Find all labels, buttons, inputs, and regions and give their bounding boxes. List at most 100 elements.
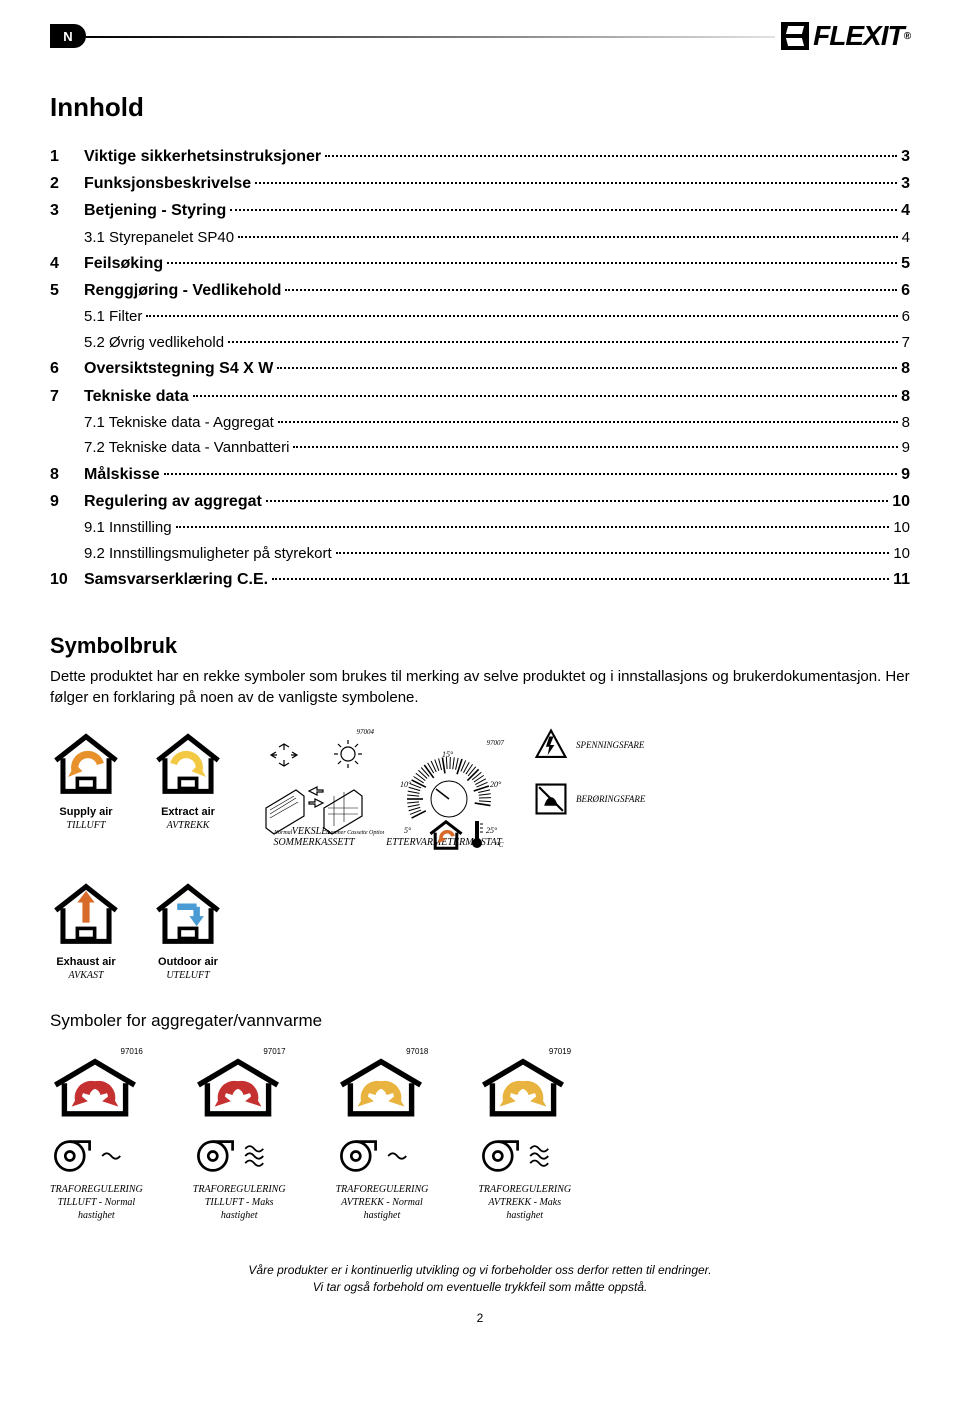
toc-label: 9.2 Innstillingsmuligheter på styrekort [84,541,332,567]
brand-logo: FLEXIT® [775,20,910,52]
toc-row: 5.2 Øvrig vedlikehold 7 [50,330,910,356]
toc-page: 7 [902,330,910,356]
toc-row: 6Oversiktstegning S4 X W8 [50,355,910,382]
toc-label: Betjening - Styring [84,197,226,224]
toc-dots [293,446,897,448]
extract-italic: AVTREKK [167,820,210,831]
toc-page: 10 [892,488,910,515]
svg-text:Normal: Normal [273,830,293,836]
toc-row: 8Målskisse9 [50,461,910,488]
page-header: N FLEXIT® [50,20,910,52]
table-of-contents: 1Viktige sikkerhetsinstruksjoner32Funksj… [50,143,910,593]
toc-title: Innhold [50,92,910,123]
supply-air-icon: Supply air TILLUFT [50,728,122,831]
toc-label: Renggjøring - Vedlikehold [84,277,281,304]
toc-row: 10Samsvarserklæring C.E. 11 [50,566,910,593]
toc-num: 5 [50,277,84,304]
toc-row: 1Viktige sikkerhetsinstruksjoner 3 [50,143,910,170]
exhaust-italic: AVKAST [68,970,103,981]
toc-row: 7.2 Tekniske data - Vannbatteri9 [50,435,910,461]
toc-dots [146,315,897,317]
toc-page: 8 [901,383,910,410]
toc-label: Viktige sikkerhetsinstruksjoner [84,143,321,170]
toc-num: 3 [50,197,84,224]
toc-row: 4Feilsøking 5 [50,250,910,277]
toc-page: 5 [901,250,910,277]
svg-text:20°: 20° [490,780,502,789]
exhaust-bold: Exhaust air [50,956,122,968]
toc-page: 8 [901,355,910,382]
toc-row: 9Regulering av aggregat 10 [50,488,910,515]
toc-row: 3Betjening - Styring 4 [50,197,910,224]
toc-page: 6 [901,277,910,304]
agg-code: 97016 [50,1047,143,1056]
hazard-labels: SPENNINGSFARE BERØRINGSFARE [534,728,645,816]
toc-label: Funksjonsbeskrivelse [84,170,251,197]
toc-dots [255,182,897,184]
toc-dots [238,236,898,238]
toc-dots [266,500,888,502]
agg-label: TRAFOREGULERING AVTREKK - Maks hastighet [478,1183,571,1222]
outdoor-air-icon: Outdoor air UTELUFT [152,878,224,981]
symbol-heading: Symbolbruk [50,633,910,659]
toc-num: 4 [50,250,84,277]
toc-dots [277,367,897,369]
toc-num: 9 [50,488,84,515]
svg-text:°C: °C [496,841,504,849]
agg-label: TRAFOREGULERING AVTREKK - Normal hastigh… [336,1183,429,1222]
toc-label: 5.1 Filter [84,304,142,330]
outdoor-bold: Outdoor air [152,956,224,968]
toc-label: Samsvarserklæring C.E. [84,566,268,593]
toc-dots [167,262,897,264]
toc-page: 9 [901,461,910,488]
aggregates-title: Symboler for aggregater/vannvarme [50,1011,910,1031]
beroring-label: BERØRINGSFARE [576,794,645,804]
toc-dots [230,209,897,211]
agg-code: 97017 [193,1047,286,1056]
toc-label: 9.1 Innstilling [84,515,172,541]
svg-text:5°: 5° [404,826,412,835]
toc-label: 5.2 Øvrig vedlikehold [84,330,224,356]
toc-page: 4 [901,197,910,224]
toc-row: 7Tekniske data 8 [50,383,910,410]
toc-dots [285,289,897,291]
toc-label: Regulering av aggregat [84,488,262,515]
toc-label: Målskisse [84,461,160,488]
toc-dots [278,421,898,423]
toc-row: 2Funksjonsbeskrivelse3 [50,170,910,197]
svg-text:Summer Cassette Option: Summer Cassette Option [326,830,384,836]
footer-line2: Vi tar også forbehold om eventuelle tryk… [50,1279,910,1296]
footer-line1: Våre produkter er i kontinuerlig utvikli… [50,1262,910,1279]
toc-label: Feilsøking [84,250,163,277]
toc-page: 6 [902,304,910,330]
supply-italic: TILLUFT [67,820,106,831]
aggregate-item: 97018 TRAFOREGULERING AVTREKK - Normal h… [336,1047,429,1222]
language-badge: N [50,24,86,48]
toc-page: 9 [902,435,910,461]
outdoor-italic: UTELUFT [166,970,209,981]
toc-dots [176,526,890,528]
icon-row-1: Supply air TILLUFT Extract air AVTREKK 9… [50,728,910,848]
spenning-label: SPENNINGSFARE [576,740,644,750]
touch-hazard-icon [534,782,568,816]
toc-num: 7 [50,383,84,410]
toc-dots [272,578,889,580]
toc-num: 6 [50,355,84,382]
toc-num: 10 [50,566,84,593]
toc-dots [164,473,897,475]
toc-row: 5.1 Filter 6 [50,304,910,330]
agg-code: 97019 [478,1047,571,1056]
toc-row: 5Renggjøring - Vedlikehold 6 [50,277,910,304]
toc-num: 1 [50,143,84,170]
toc-row: 7.1 Tekniske data - Aggregat8 [50,410,910,436]
toc-page: 11 [893,566,910,593]
thermostat-icon: 97007 10° 15° 20° 5° 25° °C [384,739,504,848]
exhaust-air-icon: Exhaust air AVKAST [50,878,122,981]
svg-text:25°: 25° [486,826,498,835]
toc-page: 3 [901,143,910,170]
aggregate-item: 97016 TRAFOREGULERING TILLUFT - Normal h… [50,1047,143,1222]
aggregates-section: Symboler for aggregater/vannvarme 97016 … [50,1011,910,1222]
toc-label: Tekniske data [84,383,189,410]
toc-row: 9.1 Innstilling10 [50,515,910,541]
toc-page: 3 [901,170,910,197]
